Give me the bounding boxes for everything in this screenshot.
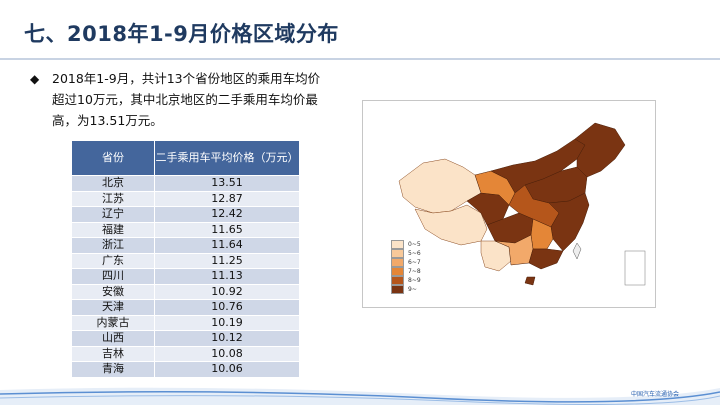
diamond-bullet-icon: ◆ [30, 72, 40, 86]
legend-swatch [391, 267, 404, 276]
legend-swatch [391, 258, 404, 267]
table-row: 福建 11.65 [72, 221, 300, 238]
price-cell: 10.06 [154, 361, 300, 377]
table-row: 内蒙古 10.19 [72, 314, 300, 331]
price-cell: 10.08 [154, 345, 300, 362]
province-cell: 北京 [72, 175, 155, 191]
legend-swatch [391, 249, 404, 258]
province-cell: 安徽 [72, 283, 155, 300]
price-cell: 11.13 [154, 268, 300, 284]
table-row: 江苏 12.87 [72, 190, 300, 207]
table-row: 安徽 10.92 [72, 283, 300, 300]
price-cell: 10.19 [154, 314, 300, 331]
province-cell: 福建 [72, 221, 155, 238]
south-china-sea-inset [624, 250, 646, 286]
province-cell: 青海 [72, 361, 155, 377]
legend-item: 7~8 [391, 267, 421, 276]
legend-label: 0~5 [408, 241, 421, 248]
price-cell: 12.42 [154, 206, 300, 222]
table-row: 广东 11.25 [72, 252, 300, 269]
title-divider [0, 58, 720, 60]
table-row: 吉林 10.08 [72, 345, 300, 362]
province-cell: 四川 [72, 268, 155, 284]
map-region-hainan [524, 276, 536, 286]
price-table: 省份 二手乘用车平均价格（万元） 北京 13.51 江苏 12.87 辽宁 12.42… [72, 141, 300, 377]
province-cell: 辽宁 [72, 206, 155, 222]
province-cell: 广东 [72, 252, 155, 269]
association-logo: 中国汽车流通协会 [631, 391, 680, 398]
province-cell: 浙江 [72, 237, 155, 253]
table-row: 青海 10.06 [72, 361, 300, 377]
price-cell: 11.64 [154, 237, 300, 253]
footer-wave-decoration [0, 387, 720, 405]
map-region-guangdong-fujian [528, 248, 564, 270]
legend-item: 6~7 [391, 258, 421, 267]
table-row: 山西 10.12 [72, 330, 300, 346]
legend-item: 9~ [391, 285, 421, 294]
price-cell: 12.87 [154, 190, 300, 207]
legend-swatch [391, 240, 404, 249]
table-row: 北京 13.51 [72, 175, 300, 191]
header-province: 省份 [72, 141, 155, 176]
map-region-taiwan [572, 242, 582, 260]
map-region-xinjiang [398, 158, 482, 214]
map-region-east-coast [548, 192, 590, 252]
legend-item: 0~5 [391, 240, 421, 249]
price-cell: 10.92 [154, 283, 300, 300]
price-cell: 10.12 [154, 330, 300, 346]
summary-text: 2018年1-9月，共计13个省份地区的乘用车均价超过10万元，其中北京地区的二… [52, 71, 321, 128]
province-cell: 吉林 [72, 345, 155, 362]
legend-label: 5~6 [408, 250, 421, 257]
china-price-map [362, 100, 656, 308]
price-cell: 10.76 [154, 299, 300, 315]
table-row: 天津 10.76 [72, 299, 300, 315]
legend-swatch [391, 276, 404, 285]
china-map-svg [398, 122, 646, 286]
price-cell: 11.25 [154, 252, 300, 269]
legend-swatch [391, 285, 404, 294]
table-row: 四川 11.13 [72, 268, 300, 284]
header-avg-price: 二手乘用车平均价格（万元） [154, 141, 300, 176]
province-cell: 内蒙古 [72, 314, 155, 331]
legend-label: 6~7 [408, 259, 421, 266]
legend-item: 5~6 [391, 249, 421, 258]
legend-label: 9~ [408, 286, 417, 293]
price-cell: 11.65 [154, 221, 300, 238]
price-cell: 13.51 [154, 175, 300, 191]
province-cell: 天津 [72, 299, 155, 315]
map-region-tibet [414, 204, 488, 246]
table-header-row: 省份 二手乘用车平均价格（万元） [72, 141, 300, 176]
legend-label: 8~9 [408, 277, 421, 284]
legend-item: 8~9 [391, 276, 421, 285]
slide-title: 七、2018年1-9月价格区域分布 [24, 22, 339, 46]
legend-label: 7~8 [408, 268, 421, 275]
province-cell: 江苏 [72, 190, 155, 207]
table-row: 辽宁 12.42 [72, 206, 300, 222]
map-legend: 0~5 5~6 6~7 7~8 8~9 9~ [391, 240, 421, 294]
map-region-northeast [574, 122, 626, 178]
table-row: 浙江 11.64 [72, 237, 300, 253]
province-cell: 山西 [72, 330, 155, 346]
